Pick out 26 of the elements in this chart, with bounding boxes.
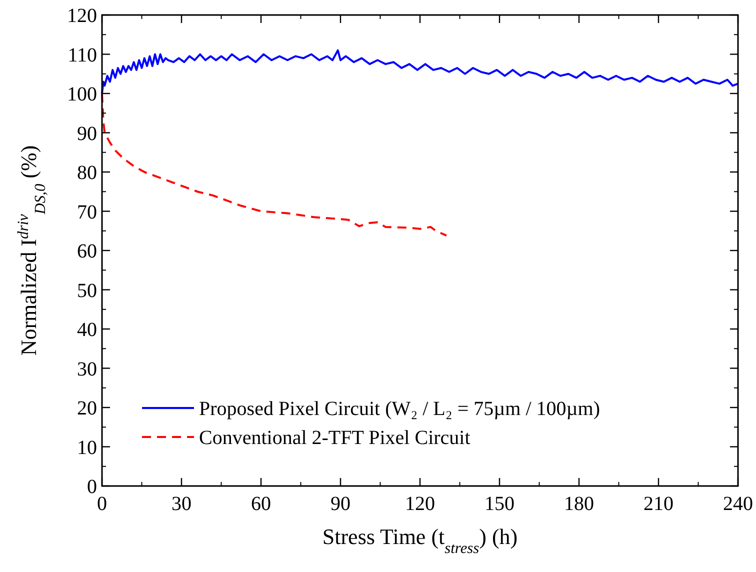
x-axis-title: Stress Time (t$_{stress}$) (h) (322, 524, 518, 556)
x-tick-label: 240 (723, 493, 753, 515)
x-tick-label: 210 (644, 493, 674, 515)
y-tick-label: 50 (77, 280, 97, 302)
y-tick-label: 100 (67, 84, 97, 106)
line-series (101, 49, 739, 94)
y-tick-label: 10 (77, 436, 97, 459)
x-tick-label: 30 (172, 493, 192, 515)
y-tick-label: 0 (87, 476, 97, 498)
x-tick-label: 60 (251, 493, 271, 515)
y-tick-label: 120 (67, 5, 97, 27)
y-tick-label: 40 (77, 319, 97, 341)
y-tick-label: 90 (77, 122, 97, 145)
line-series (101, 92, 448, 237)
y-tick-label: 110 (68, 44, 97, 66)
y-tick-label: 80 (77, 162, 97, 184)
x-tick-label: 90 (330, 493, 350, 515)
y-tick-label: 60 (77, 240, 97, 262)
y-tick-label: 30 (77, 358, 97, 380)
y-tick-label: 70 (77, 201, 97, 224)
x-tick-label: 120 (405, 493, 435, 515)
x-tick-label: 180 (564, 493, 594, 515)
y-tick-label: 20 (77, 398, 97, 420)
x-tick-label: 150 (484, 493, 514, 515)
legend-label: Proposed Pixel Circuit (W₂ / L₂ = 75µm / 100µm) (199, 398, 600, 420)
legend-label: Conventional 2-TFT Pixel Circuit (199, 427, 471, 449)
